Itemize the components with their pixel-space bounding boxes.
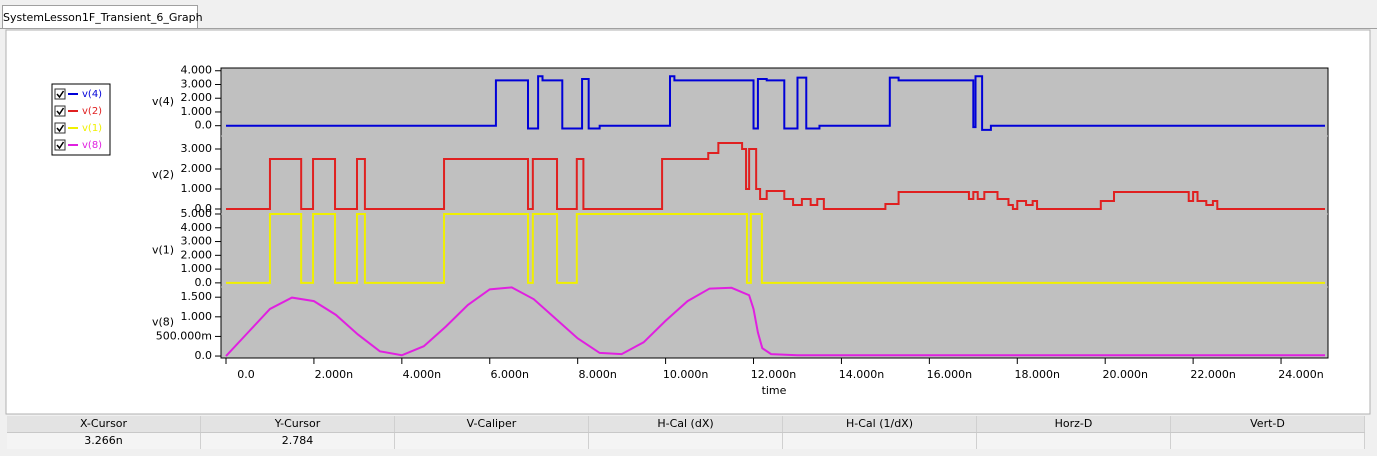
- legend-check: [56, 124, 65, 133]
- y-tick-label: 2.000: [181, 248, 213, 261]
- cursor-header: V-Caliper: [395, 416, 589, 432]
- cursor-header: X-Cursor: [7, 416, 201, 432]
- x-tick-label: 10.000n: [663, 368, 708, 381]
- cursor-header: H-Cal (dX): [589, 416, 783, 432]
- cursor-table: X-Cursor Y-Cursor V-Caliper H-Cal (dX) H-Cal…: [7, 416, 1365, 450]
- y-tick-label: 4.000: [181, 221, 213, 234]
- cursor-value: [395, 433, 589, 449]
- graph-frame: [0, 28, 1377, 456]
- legend-label: v(1): [82, 123, 102, 134]
- x-tick-label: 20.000n: [1102, 368, 1147, 381]
- x-tick-label: 0.0: [237, 368, 255, 381]
- y-tick-label: 1.500: [181, 290, 213, 303]
- y-tick-label: 2.000: [181, 162, 213, 175]
- x-axis-label: time: [762, 384, 787, 397]
- y-axis-label: v(4): [152, 95, 174, 108]
- cursor-header: H-Cal (1/dX): [783, 416, 977, 432]
- cursor-value: 2.784: [201, 433, 395, 449]
- y-tick-label: 0.0: [195, 349, 213, 362]
- series-line: [226, 75, 1325, 131]
- cursor-value: [1171, 433, 1365, 449]
- x-tick-label: 14.000n: [839, 368, 884, 381]
- cursor-value: [977, 433, 1171, 449]
- y-tick-label: 1.000: [181, 105, 213, 118]
- y-tick-label: 3.000: [181, 142, 213, 155]
- cursor-header: Vert-D: [1171, 416, 1365, 432]
- x-tick-label: 24.000n: [1278, 368, 1323, 381]
- y-tick-label: 2.000: [181, 91, 213, 104]
- legend-label: v(4): [82, 89, 102, 100]
- legend-checkbox[interactable]: [54, 122, 66, 134]
- legend-label: v(2): [82, 106, 102, 117]
- legend-checkbox[interactable]: [54, 139, 66, 151]
- y-tick-label: 0.0: [195, 119, 213, 132]
- cursor-value: 3.266n: [7, 433, 201, 449]
- x-tick-label: 2.000n: [315, 368, 353, 381]
- y-axis-label: v(1): [152, 244, 174, 257]
- legend-check: [56, 107, 65, 116]
- x-tick-label: 8.000n: [578, 368, 616, 381]
- x-tick-label: 16.000n: [927, 368, 972, 381]
- x-tick-label: 12.000n: [751, 368, 796, 381]
- legend-checkbox[interactable]: [54, 88, 66, 100]
- y-tick-label: 1.000: [181, 182, 213, 195]
- cursor-value: [783, 433, 977, 449]
- x-tick-label: 6.000n: [491, 368, 529, 381]
- y-tick-label: 0.0: [195, 276, 213, 289]
- cursor-header-row: X-Cursor Y-Cursor V-Caliper H-Cal (dX) H-Cal…: [7, 416, 1365, 433]
- x-tick-label: 18.000n: [1015, 368, 1060, 381]
- y-tick-label: 1.000: [181, 262, 213, 275]
- y-tick-label: 3.000: [181, 235, 213, 248]
- plot-area: [220, 67, 1329, 359]
- y-tick-label: 4.000: [181, 64, 213, 77]
- y-tick-label: 0.0: [195, 202, 213, 215]
- legend-check: [56, 141, 65, 150]
- legend-check: [56, 90, 65, 99]
- y-tick-label: 5.000: [181, 207, 213, 220]
- series-line: [225, 286, 1325, 357]
- chart: v(4)0.01.0002.0003.0004.000v(4)v(2)0.01.…: [5, 29, 1371, 415]
- legend-checkbox[interactable]: [54, 105, 66, 117]
- cursor-value-row: 3.266n 2.784: [7, 433, 1365, 449]
- y-tick-label: 500.000m: [156, 329, 212, 342]
- x-tick-label: 4.000n: [403, 368, 441, 381]
- legend-label: v(8): [82, 140, 102, 151]
- series-line: [226, 142, 1325, 210]
- cursor-header: Y-Cursor: [201, 416, 395, 432]
- cursor-value: [589, 433, 783, 449]
- y-axis-label: v(2): [152, 168, 174, 181]
- y-tick-label: 3.000: [181, 77, 213, 90]
- series-line: [226, 213, 1325, 284]
- x-tick-label: 22.000n: [1190, 368, 1235, 381]
- y-axis-label: v(8): [152, 316, 174, 329]
- graph-tab[interactable]: SystemLesson1F_Transient_6_Graph: [2, 5, 203, 29]
- y-tick-label: 1.000: [181, 310, 213, 323]
- cursor-header: Horz-D: [977, 416, 1171, 432]
